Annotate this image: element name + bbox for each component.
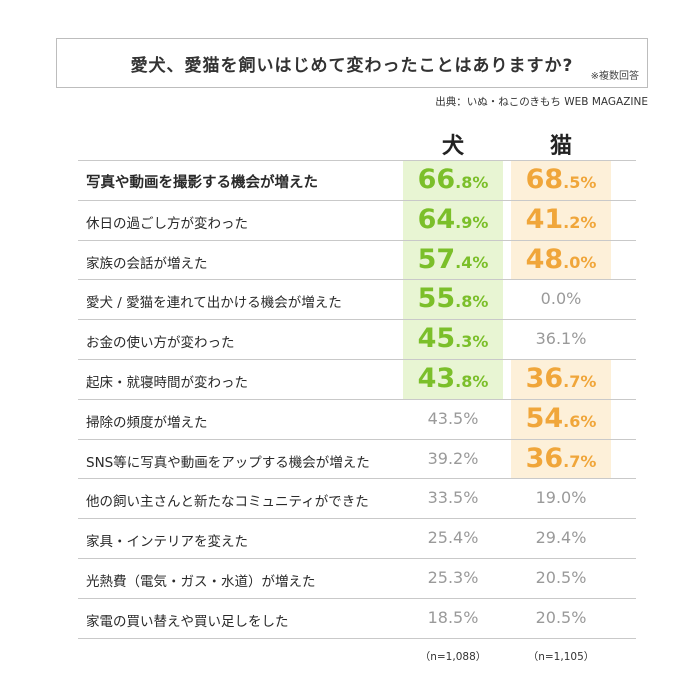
cat-value-cell: 20.5% — [535, 568, 587, 587]
cat-value-cell: 41.2% — [511, 200, 611, 240]
dog-value-cell: 39.2% — [427, 448, 479, 468]
row-divider — [78, 558, 636, 559]
row-label: 休日の過ごし方が変わった — [86, 215, 248, 232]
dog-value-cell: 25.4% — [427, 528, 479, 548]
row-divider — [78, 478, 636, 480]
row-label: 家具・インテリアを変えた — [86, 534, 248, 551]
question-title-box: 愛犬、愛猫を飼いはじめて変わったことはありますか? ※複数回答 — [56, 38, 648, 88]
cat-value-cell: 54.6% — [511, 399, 611, 439]
row-label: 起床・就寝時間が変わった — [86, 375, 248, 391]
row-label: 掃除の頻度が増えた — [86, 414, 208, 431]
question-title: 愛犬、愛猫を飼いはじめて変わったことはありますか? — [130, 56, 574, 76]
row-label: 光熱費（電気・ガス・水道）が増えた — [86, 574, 316, 590]
cat-value-cell: 68.5% — [511, 161, 611, 200]
source-credit: 出典：いぬ・ねこのきもち WEB MAGAZINE — [435, 96, 648, 108]
column-header-cat: 猫 — [549, 134, 572, 159]
cat-value-cell: 48.0% — [511, 240, 611, 280]
row-divider — [78, 239, 636, 241]
row-divider — [78, 438, 636, 440]
dog-value-cell: 18.5% — [427, 607, 479, 627]
row-label: 写真や動画を撮影する機会が増えた — [86, 175, 318, 191]
cat-value-cell: 20.5% — [535, 607, 587, 627]
row-divider — [78, 199, 636, 201]
dog-value-cell: 55.8% — [403, 280, 503, 320]
dog-value-cell: 66.8% — [403, 161, 503, 200]
dog-value-cell: 25.3% — [427, 568, 479, 587]
dog-value-cell: 45.3% — [403, 320, 503, 359]
row-label: 愛犬 / 愛猫を連れて出かける機会が増えた — [86, 295, 342, 312]
cat-value-cell: 19.0% — [535, 488, 587, 508]
column-header-dog: 犬 — [441, 134, 464, 159]
row-label: 家電の買い替えや買い足しをした — [86, 613, 289, 630]
dog-value-cell: 43.8% — [403, 360, 503, 399]
row-divider — [78, 359, 636, 360]
multiple-answer-note: ※複数回答 — [590, 71, 639, 82]
row-divider — [78, 319, 636, 321]
cat-value-cell: 29.4% — [535, 528, 587, 548]
sample-size-cat: （n=1,105） — [527, 651, 595, 663]
row-divider — [78, 279, 636, 281]
dog-value-cell: 64.9% — [403, 200, 503, 240]
row-divider — [78, 597, 636, 599]
row-divider — [78, 160, 636, 161]
cat-value-cell: 0.0% — [540, 289, 582, 309]
cat-value-cell: 36.7% — [511, 439, 611, 479]
sample-size-dog: （n=1,088） — [419, 651, 487, 663]
dog-value-cell: 43.5% — [427, 408, 479, 428]
row-label: 家族の会話が増えた — [86, 255, 208, 272]
cat-value-cell: 36.1% — [535, 329, 587, 349]
row-divider — [78, 518, 636, 520]
row-label: SNS等に写真や動画をアップする機会が増えた — [86, 454, 370, 471]
cat-value-cell: 36.7% — [511, 360, 611, 399]
dog-value-cell: 33.5% — [427, 488, 479, 508]
row-label: 他の飼い主さんと新たなコミュニティができた — [86, 494, 369, 511]
row-label: お金の使い方が変わった — [86, 335, 235, 352]
row-divider — [78, 398, 636, 400]
table-bottom-line — [78, 637, 636, 639]
dog-value-cell: 57.4% — [403, 240, 503, 280]
